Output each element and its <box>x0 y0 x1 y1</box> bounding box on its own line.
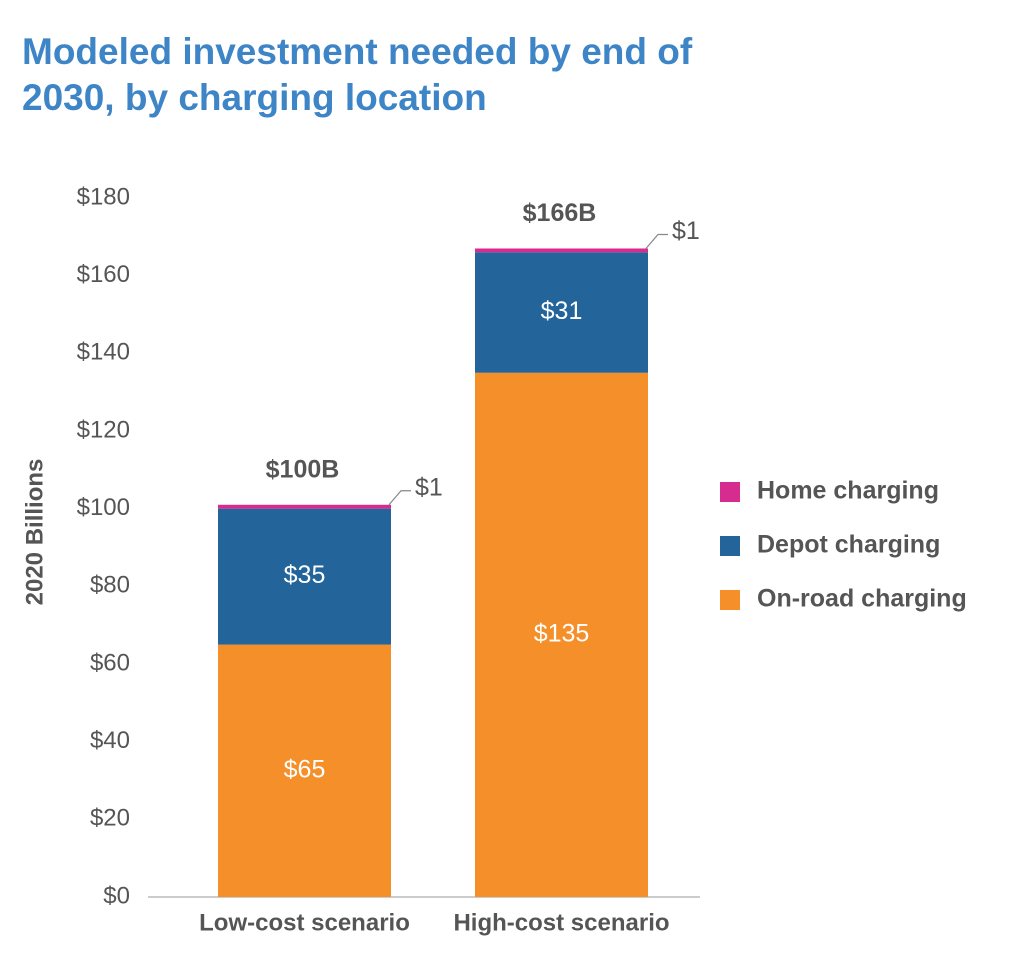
y-tick-label: $180 <box>77 183 130 210</box>
legend-label: Depot charging <box>757 531 940 559</box>
chart-title-line: Modeled investment needed by end of <box>22 31 693 72</box>
bar-segment <box>218 644 391 897</box>
value-label: $135 <box>534 619 590 647</box>
bar-segment <box>475 372 648 897</box>
leader-line <box>388 490 411 506</box>
y-tick-label: $60 <box>90 649 130 676</box>
value-label: $1 <box>672 217 700 245</box>
legend-label: Home charging <box>757 477 939 505</box>
y-tick-label: $100 <box>77 494 130 521</box>
chart-title-line: 2030, by charging location <box>22 77 487 118</box>
bar-segment <box>475 252 648 373</box>
legend-swatch <box>720 536 740 556</box>
total-label: $166B <box>523 199 597 227</box>
value-label: $1 <box>415 473 443 501</box>
y-tick-label: $160 <box>77 261 130 288</box>
value-label: $31 <box>541 297 583 325</box>
chart-title: Modeled investment needed by end of 2030,… <box>22 31 693 118</box>
leader-line <box>645 233 668 249</box>
y-tick-label: $120 <box>77 416 130 443</box>
x-tick-label: High-cost scenario <box>453 909 669 936</box>
legend-label: On-road charging <box>757 585 967 613</box>
x-tick-label: Low-cost scenario <box>199 909 410 936</box>
y-tick-label: $0 <box>103 882 130 909</box>
y-tick-label: $80 <box>90 572 130 599</box>
y-tick-label: $140 <box>77 339 130 366</box>
legend-swatch <box>720 590 740 610</box>
y-tick-label: $20 <box>90 805 130 832</box>
legend-swatch <box>720 482 740 502</box>
bar-segment <box>218 504 391 509</box>
y-axis-label: 2020 Billions <box>21 459 48 606</box>
y-tick-label: $40 <box>90 727 130 754</box>
bar-segment <box>475 248 648 253</box>
total-label: $100B <box>266 455 340 483</box>
value-label: $35 <box>284 561 326 589</box>
value-label: $65 <box>284 755 326 783</box>
bar-segment <box>218 508 391 645</box>
